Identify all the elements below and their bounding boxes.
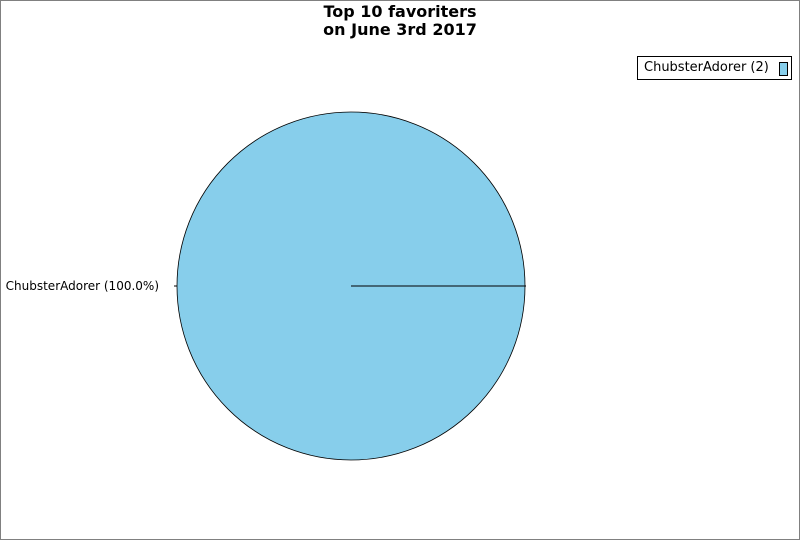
chart-title: Top 10 favoriters on June 3rd 2017 [1,3,799,39]
legend-label: ChubsterAdorer (2) [644,60,769,75]
legend: ChubsterAdorer (2) [637,56,792,80]
title-line-1: Top 10 favoriters [323,2,477,21]
slice-label-0: ChubsterAdorer (100.0%) [6,279,159,293]
title-line-2: on June 3rd 2017 [323,20,477,39]
legend-swatch [779,62,788,76]
